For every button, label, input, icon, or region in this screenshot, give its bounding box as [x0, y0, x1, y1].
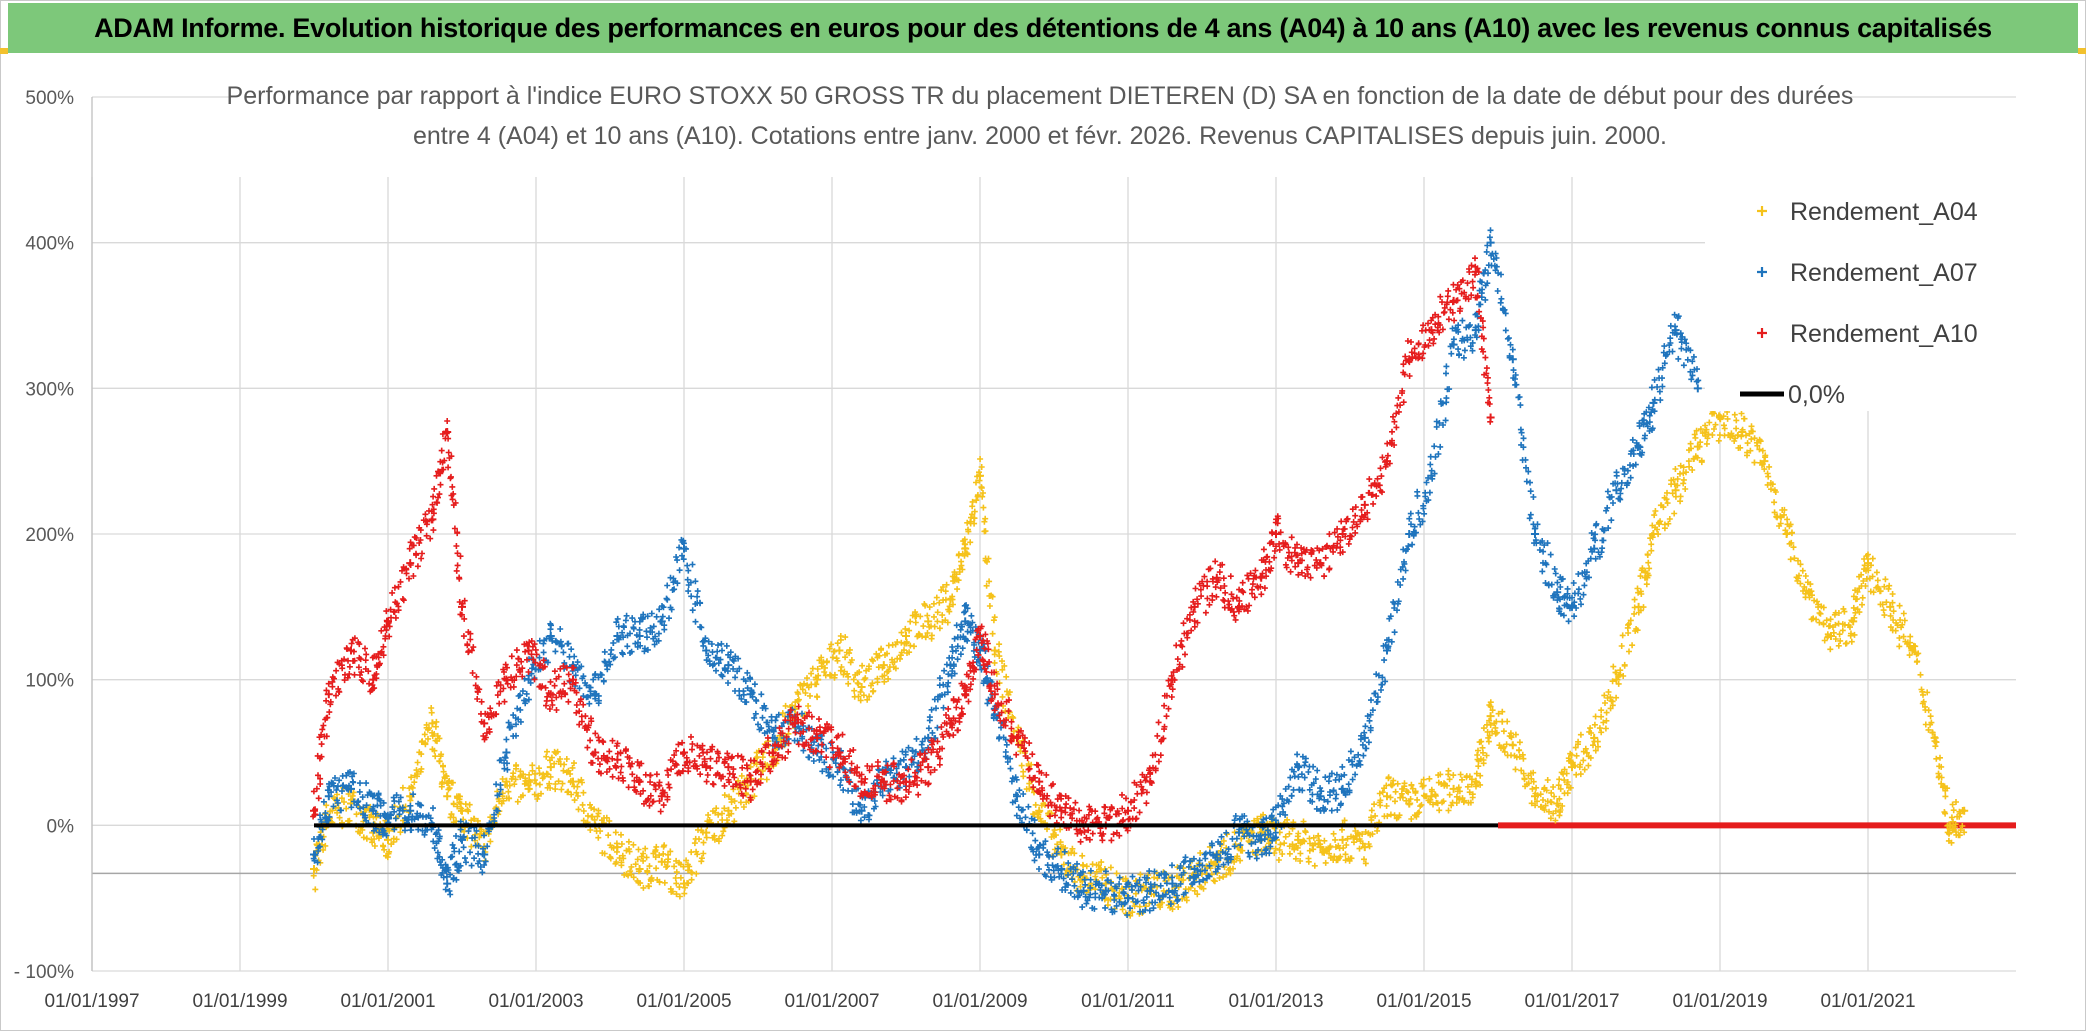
legend-swatch	[1757, 206, 1767, 216]
x-tick-label: 01/01/2001	[340, 991, 435, 1012]
x-tick-label: 01/01/2021	[1820, 991, 1915, 1012]
legend: Rendement_A04 Rendement_A07 Rendement_A10 0…	[1705, 171, 2017, 411]
chart-title-background	[230, 56, 1850, 156]
data-point	[1338, 835, 1347, 844]
y-tick-label: 0%	[47, 816, 75, 837]
marker-cloud	[310, 255, 1494, 845]
data-point	[990, 690, 999, 699]
data-point	[857, 682, 866, 691]
axis-layer: - 100% 0% 100% 200% 300% 400% 500% 01/01/1997 01…	[14, 88, 1916, 1012]
data-point	[524, 646, 533, 655]
corner-accent-left	[0, 48, 8, 54]
data-point	[546, 763, 555, 772]
x-tick-label: 01/01/2015	[1376, 991, 1471, 1012]
data-point	[1849, 617, 1858, 626]
y-tick-label: 300%	[25, 379, 74, 400]
data-point	[724, 661, 733, 670]
data-point	[1405, 530, 1414, 538]
data-point	[1449, 784, 1458, 793]
marker-cloud	[310, 399, 1968, 919]
x-tick-label: 01/01/1997	[44, 991, 139, 1012]
legend-label: 0,0%	[1788, 381, 1845, 409]
data-point	[680, 748, 688, 757]
legend-swatch	[1757, 267, 1767, 277]
x-tick-label: 01/01/2019	[1672, 991, 1767, 1012]
data-point	[1360, 500, 1369, 509]
marker-cloud	[310, 227, 1702, 918]
legend-swatch	[1757, 328, 1767, 338]
y-tick-label: 200%	[25, 525, 74, 546]
chart-title-line2: entre 4 (A04) et 10 ans (A10). Cotations…	[413, 122, 1667, 150]
y-tick-label: - 100%	[14, 962, 74, 983]
legend-label: Rendement_A10	[1790, 320, 1978, 348]
data-point	[902, 631, 910, 640]
data-point	[1035, 777, 1044, 786]
y-tick-label: 100%	[25, 671, 74, 692]
data-point	[924, 763, 933, 772]
data-point	[1383, 792, 1391, 801]
data-point	[324, 792, 333, 801]
data-point	[428, 515, 437, 524]
x-tick-label: 01/01/2013	[1228, 991, 1323, 1012]
corner-accent-right	[2078, 48, 2086, 54]
x-tick-label: 01/01/2011	[1081, 991, 1175, 1012]
report-banner: ADAM Informe. Evolution historique des p…	[8, 3, 2078, 53]
x-tick-label: 01/01/2017	[1524, 991, 1619, 1012]
x-tick-label: 01/01/2005	[636, 991, 731, 1012]
data-point	[1612, 486, 1621, 495]
data-point	[324, 690, 333, 699]
legend-label: Rendement_A07	[1790, 259, 1978, 287]
legend-label: Rendement_A04	[1790, 198, 1978, 226]
performance-chart: - 100% 0% 100% 200% 300% 400% 500% 01/01/1997 01…	[14, 56, 2017, 1012]
data-point	[1486, 712, 1495, 721]
series-rendement-a07	[310, 227, 1702, 918]
data-point	[613, 755, 622, 764]
data-point	[1146, 777, 1155, 786]
y-tick-label: 500%	[25, 88, 74, 109]
data-point	[443, 879, 452, 888]
series-rendement-a10	[310, 255, 1495, 845]
chart-title-line1: Performance par rapport à l'indice EURO …	[227, 82, 1854, 110]
x-tick-label: 01/01/2007	[784, 991, 879, 1012]
series-layer	[310, 227, 2016, 919]
data-point	[1886, 602, 1895, 611]
data-point	[724, 763, 733, 772]
x-tick-label: 01/01/1999	[192, 991, 287, 1012]
x-tick-label: 01/01/2003	[488, 991, 583, 1012]
data-point	[1693, 384, 1702, 393]
data-point	[384, 835, 392, 844]
data-point	[443, 792, 452, 801]
data-point	[702, 646, 711, 655]
data-point	[428, 719, 437, 728]
x-tick-label: 01/01/2009	[932, 991, 1027, 1012]
y-tick-label: 400%	[25, 234, 74, 255]
data-point	[1013, 792, 1021, 801]
data-point	[924, 617, 933, 626]
